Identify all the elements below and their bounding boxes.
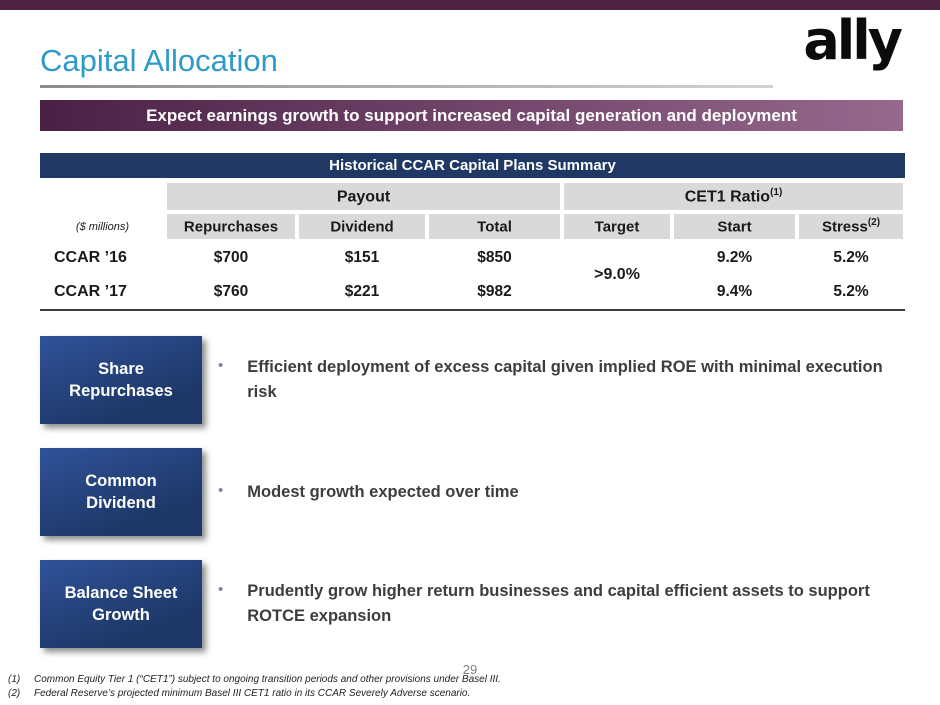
bullet-icon: • [218,357,224,375]
col-label: Stress [821,218,868,236]
cell-stress: 5.2% [833,283,869,300]
col-label: Repurchases [183,218,279,236]
col-header-repurchases: Repurchases [165,212,297,241]
footnote-text: Federal Reserve’s projected minimum Base… [34,688,471,699]
cell-dividend: $221 [344,283,380,300]
row-label: CCAR ’17 [54,283,127,300]
col-label: Start [717,218,752,236]
col-header-stress: Stress(2) [797,212,906,241]
col-label: Dividend [330,218,394,236]
blank-cell [40,181,165,212]
title-underline [40,85,773,88]
cell-repurchases: $700 [213,249,249,266]
footnote-marker: (2) [8,688,21,699]
footnote-1: (1) Common Equity Tier 1 (“CET1”) subjec… [8,673,501,687]
bullet-icon: • [218,481,224,499]
page-title: Capital Allocation [40,43,278,78]
ally-logo: ally [803,9,903,72]
col-label: Total [477,218,512,236]
footnote-text: Common Equity Tier 1 (“CET1”) subject to… [34,674,501,685]
box-label: Common Dividend [85,471,157,512]
cell-dividend: $151 [344,249,380,266]
cell-total: $982 [477,283,512,300]
footnote-marker: (1) [8,674,21,685]
col-header-dividend: Dividend [297,212,427,241]
unit-label: ($ millions) [75,220,130,233]
bullet-row: • Modest growth expected over time [218,480,519,505]
headline-text: Expect earnings growth to support increa… [146,105,797,125]
share-repurchases-box: Share Repurchases [40,336,202,424]
section-balance-sheet-growth: Balance Sheet Growth • Prudently grow hi… [40,560,906,648]
box-label: Share Repurchases [69,359,173,400]
cell-repurchases: $760 [213,283,249,300]
cell-total: $850 [477,249,512,266]
column-header-row: ($ millions) Repurchases Dividend Total … [40,212,906,241]
group-header-row: Payout CET1 Ratio(1) [40,181,906,212]
bullet-row: • Prudently grow higher return businesse… [218,579,897,629]
col-header-target: Target [562,212,673,241]
group-header-payout: Payout [165,181,563,212]
group-label: Payout [336,188,391,206]
table-title-text: Historical CCAR Capital Plans Summary [329,157,616,174]
group-label: CET1 Ratio [684,188,771,206]
table-row-ccar16: CCAR ’16 $700 $151 $850 >9.0% 9.2% 5.2% [40,241,905,283]
col-header-total: Total [427,212,563,241]
section-share-repurchases: Share Repurchases • Efficient deployment… [40,336,906,424]
bullet-text: Prudently grow higher return businesses … [247,582,870,625]
common-dividend-box: Common Dividend [40,448,202,536]
page-number: 29 [462,662,478,677]
bullet-row: • Efficient deployment of excess capital… [218,355,897,405]
cell-start: 9.2% [716,249,753,266]
bullet-text: Modest growth expected over time [247,482,519,501]
col-header-start: Start [672,212,798,241]
top-accent-bar [0,0,940,10]
cell-stress: 5.2% [833,249,869,266]
row-label: CCAR ’16 [54,249,127,266]
balance-sheet-growth-box: Balance Sheet Growth [40,560,202,648]
bullet-area: • Prudently grow higher return businesse… [202,560,906,648]
footnote-ref: (1) [770,186,783,198]
group-header-cet1-ratio: CET1 Ratio(1) [562,181,906,212]
bullet-icon: • [218,581,224,599]
section-common-dividend: Common Dividend • Modest growth expected… [40,448,906,536]
bullet-area: • Efficient deployment of excess capital… [202,336,906,424]
cell-start: 9.4% [716,283,753,300]
ccar-summary-table: Payout CET1 Ratio(1) ($ millions) Repurc… [40,181,906,311]
headline-banner: Expect earnings growth to support increa… [40,100,903,131]
footnote-ref: (2) [867,216,881,228]
box-label: Balance Sheet Growth [64,583,178,624]
table-title-bar: Historical CCAR Capital Plans Summary [40,153,905,178]
table-row-ccar17: CCAR ’17 $760 $221 $982 9.4% 5.2% [40,275,905,309]
cell-target-merged: >9.0% [594,266,640,283]
bullet-text: Efficient deployment of excess capital g… [247,358,883,401]
col-label: Target [594,218,640,236]
footnote-2: (2) Federal Reserve’s projected minimum … [8,687,501,701]
bullet-area: • Modest growth expected over time [202,448,906,536]
footnotes: (1) Common Equity Tier 1 (“CET1”) subjec… [8,673,501,701]
